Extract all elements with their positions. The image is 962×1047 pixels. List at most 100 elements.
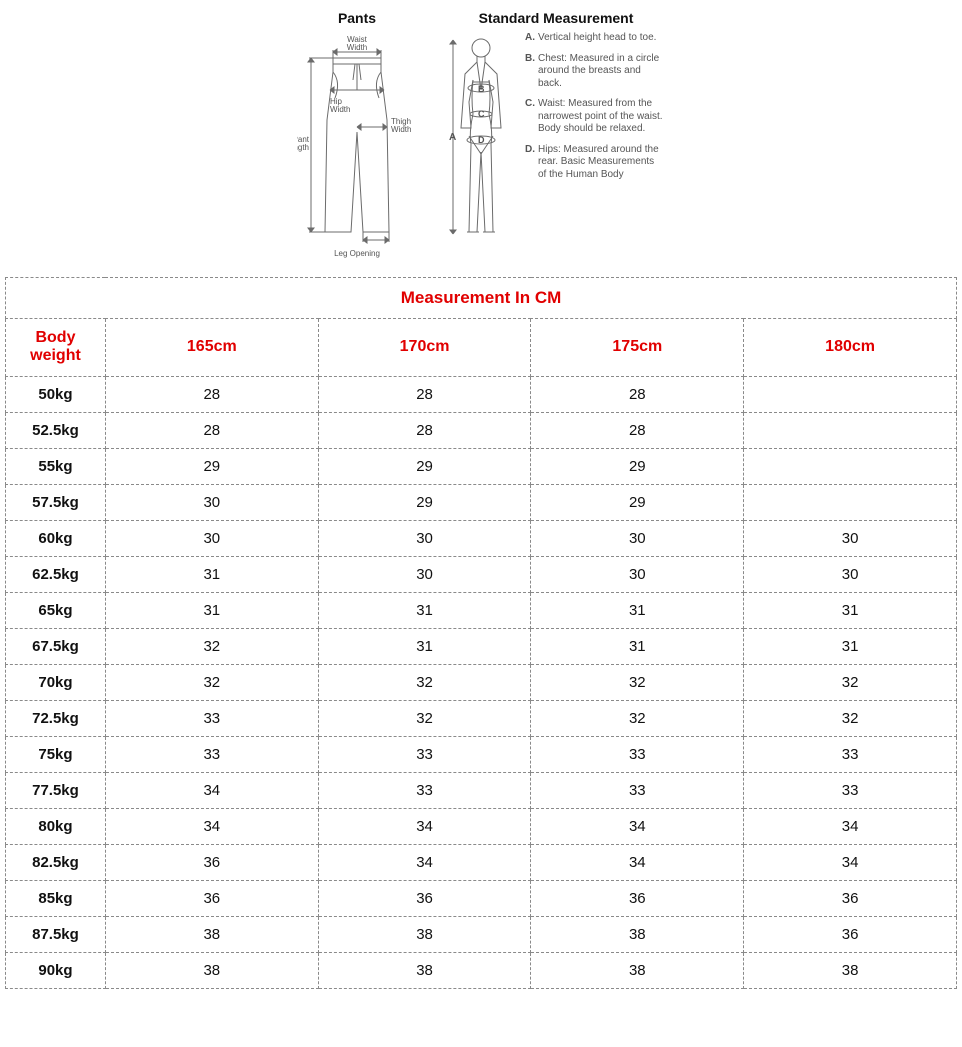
cell-size: 31 (318, 628, 531, 664)
cell-size: 32 (105, 628, 318, 664)
cell-size: 31 (318, 592, 531, 628)
cell-body-weight: 85kg (6, 880, 106, 916)
label-pant-length-2: Length (297, 143, 309, 152)
table-row: 67.5kg32313131 (6, 628, 957, 664)
cell-size: 30 (105, 520, 318, 556)
cell-size: 34 (105, 808, 318, 844)
table-row: 87.5kg38383836 (6, 916, 957, 952)
cell-size: 34 (105, 772, 318, 808)
table-row: 60kg30303030 (6, 520, 957, 556)
def-A: A.Vertical height head to toe. (525, 32, 665, 45)
cell-size: 31 (531, 628, 744, 664)
cell-size: 33 (105, 736, 318, 772)
cell-size: 38 (531, 916, 744, 952)
table-row: 90kg38383838 (6, 952, 957, 988)
cell-size: 30 (744, 520, 957, 556)
pants-svg: Waist Width Hip Width Thigh Width Pant L… (297, 32, 417, 262)
cell-size: 33 (744, 772, 957, 808)
cell-size: 31 (105, 592, 318, 628)
cell-size: 29 (531, 484, 744, 520)
label-leg-opening: Leg Opening (334, 249, 380, 258)
cell-size: 38 (318, 952, 531, 988)
def-B: B.Chest: Measured in a circle around the… (525, 53, 665, 91)
cell-size: 36 (105, 844, 318, 880)
cell-size: 38 (105, 952, 318, 988)
cell-size: 36 (744, 916, 957, 952)
cell-body-weight: 60kg (6, 520, 106, 556)
cell-size: 33 (105, 700, 318, 736)
cell-size: 30 (318, 520, 531, 556)
cell-size: 38 (744, 952, 957, 988)
table-body: 50kg28282852.5kg28282855kg29292957.5kg30… (6, 376, 957, 988)
cell-size: 32 (318, 700, 531, 736)
size-chart-table: Measurement In CM Bodyweight 165cm 170cm… (5, 277, 957, 989)
col-175cm: 175cm (531, 319, 744, 377)
cell-size: 33 (318, 736, 531, 772)
table-row: 85kg36363636 (6, 880, 957, 916)
cell-body-weight: 70kg (6, 664, 106, 700)
cell-body-weight: 90kg (6, 952, 106, 988)
cell-size: 33 (744, 736, 957, 772)
mark-D: D (478, 135, 485, 145)
pants-diagram: Pants (297, 10, 417, 267)
cell-size: 30 (105, 484, 318, 520)
standard-title: Standard Measurement (447, 10, 665, 26)
measurement-definitions: A.Vertical height head to toe. B.Chest: … (525, 32, 665, 189)
col-165cm: 165cm (105, 319, 318, 377)
cell-body-weight: 55kg (6, 448, 106, 484)
table-row: 62.5kg31303030 (6, 556, 957, 592)
cell-size: 31 (744, 592, 957, 628)
cell-size: 30 (744, 556, 957, 592)
cell-body-weight: 82.5kg (6, 844, 106, 880)
cell-size (744, 448, 957, 484)
cell-size: 30 (531, 520, 744, 556)
cell-size: 32 (318, 664, 531, 700)
mark-C: C (478, 109, 485, 119)
cell-size: 34 (531, 844, 744, 880)
cell-size: 34 (318, 844, 531, 880)
cell-size: 34 (744, 844, 957, 880)
cell-size: 36 (744, 880, 957, 916)
cell-size: 30 (318, 556, 531, 592)
cell-size: 38 (318, 916, 531, 952)
table-row: 65kg31313131 (6, 592, 957, 628)
cell-body-weight: 72.5kg (6, 700, 106, 736)
cell-size: 32 (744, 700, 957, 736)
table-row: 57.5kg302929 (6, 484, 957, 520)
cell-body-weight: 75kg (6, 736, 106, 772)
cell-size: 32 (531, 664, 744, 700)
pants-title: Pants (297, 10, 417, 26)
cell-size (744, 484, 957, 520)
label-thigh-width-2: Width (391, 125, 411, 134)
table-row: 72.5kg33323232 (6, 700, 957, 736)
label-waist-width-2: Width (347, 43, 367, 52)
cell-size: 33 (531, 736, 744, 772)
cell-size: 33 (531, 772, 744, 808)
cell-size: 28 (318, 412, 531, 448)
cell-size: 30 (531, 556, 744, 592)
cell-body-weight: 62.5kg (6, 556, 106, 592)
mark-B: B (478, 84, 485, 94)
cell-size: 28 (105, 376, 318, 412)
cell-size: 32 (744, 664, 957, 700)
cell-body-weight: 77.5kg (6, 772, 106, 808)
cell-size (744, 412, 957, 448)
cell-size: 36 (105, 880, 318, 916)
cell-body-weight: 87.5kg (6, 916, 106, 952)
cell-size: 32 (105, 664, 318, 700)
col-170cm: 170cm (318, 319, 531, 377)
cell-body-weight: 80kg (6, 808, 106, 844)
mark-A: A (449, 132, 456, 143)
cell-size (744, 376, 957, 412)
cell-body-weight: 67.5kg (6, 628, 106, 664)
table-row: 77.5kg34333333 (6, 772, 957, 808)
cell-size: 28 (531, 412, 744, 448)
cell-size: 31 (531, 592, 744, 628)
cell-body-weight: 65kg (6, 592, 106, 628)
body-svg: A B C D (447, 32, 515, 262)
table-row: 70kg32323232 (6, 664, 957, 700)
table-row: 55kg292929 (6, 448, 957, 484)
cell-size: 28 (531, 376, 744, 412)
cell-size: 29 (531, 448, 744, 484)
cell-size: 32 (531, 700, 744, 736)
